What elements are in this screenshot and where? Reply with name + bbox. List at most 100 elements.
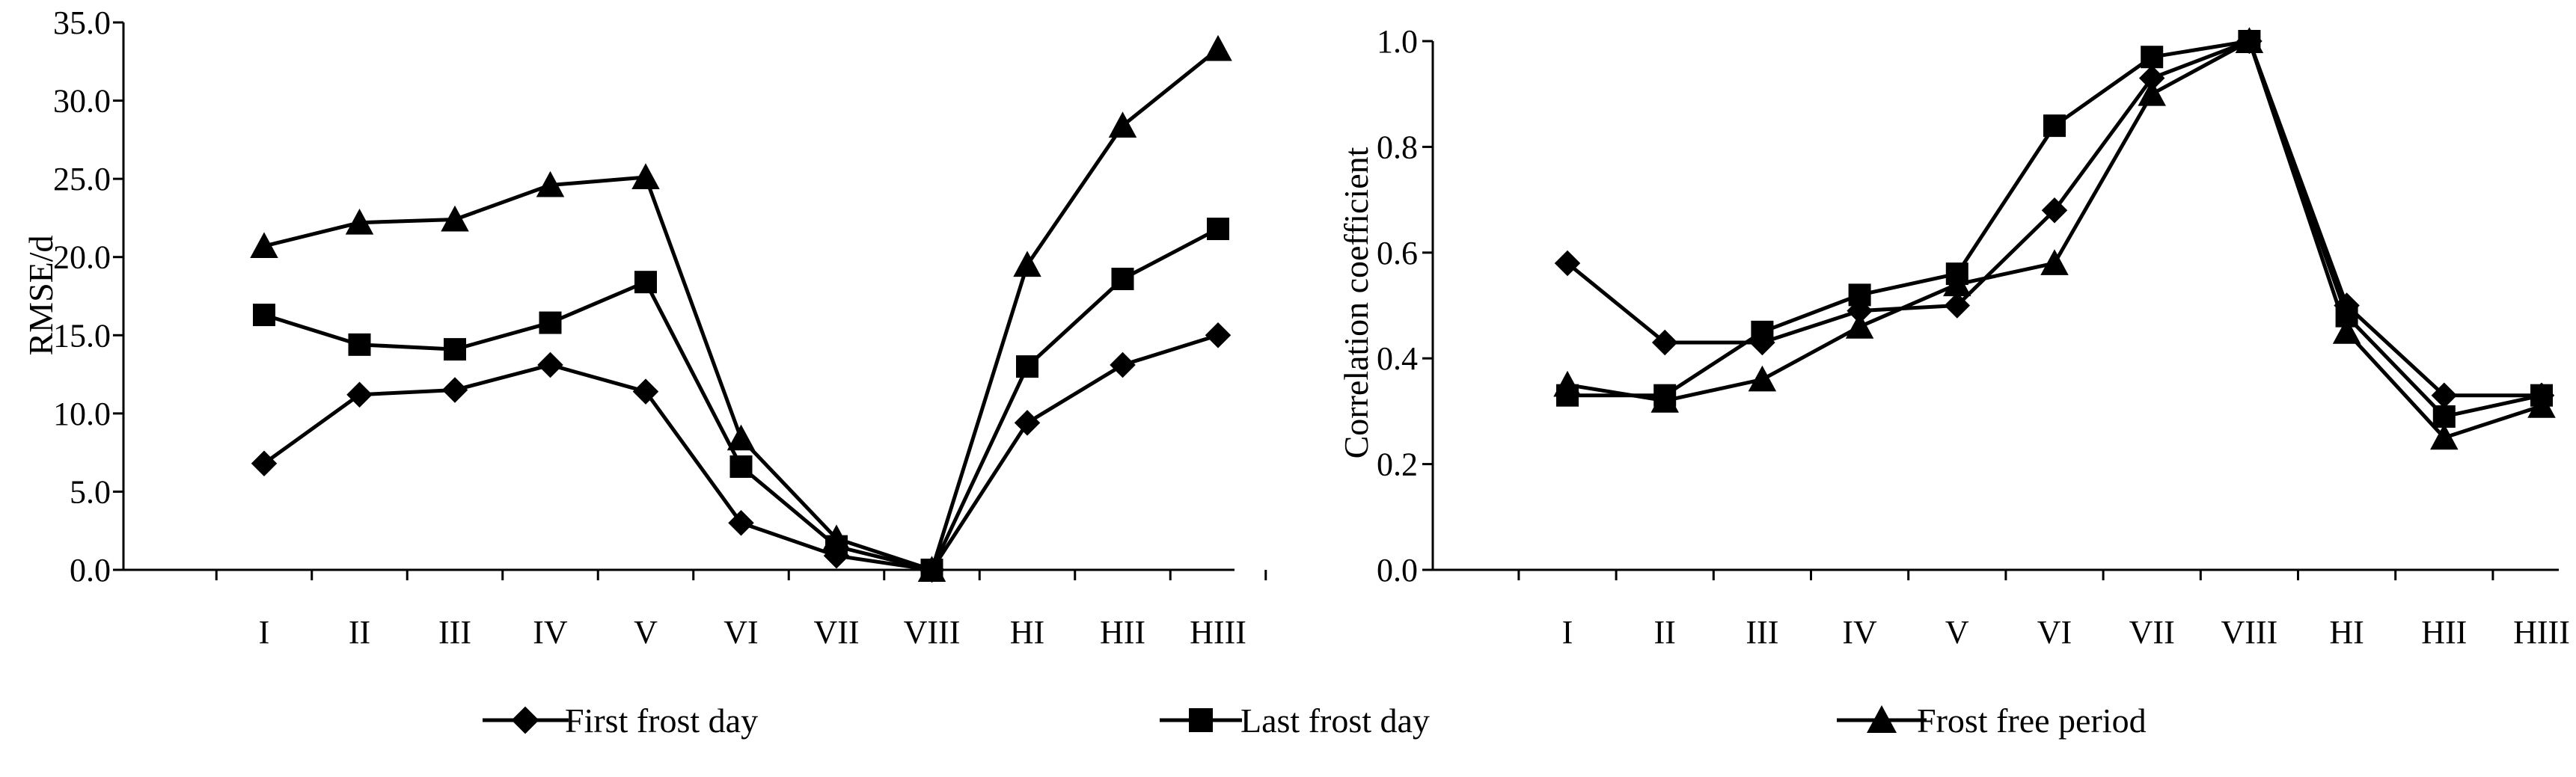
data-point-frost-free-period (536, 171, 565, 197)
x-tick-label: VI (723, 614, 758, 651)
data-point-frost-free-period (726, 424, 756, 451)
x-tick-label: HIII (1190, 614, 1246, 651)
data-point-last-frost-day (2141, 46, 2164, 69)
x-tick-label: V (634, 614, 658, 651)
x-tick-label: HI (2329, 614, 2364, 651)
legend-entry-first-frost-day: First frost day (483, 701, 758, 740)
y-tick-label: 0.8 (1377, 129, 1418, 165)
series-line-frost-free-period (1567, 39, 2542, 440)
y-tick-label: 0.0 (70, 552, 111, 589)
y-tick-label: 0.4 (1377, 340, 1418, 377)
y-tick-label: 0.2 (1377, 446, 1418, 483)
y-tick-label: 20.0 (53, 239, 111, 276)
data-point-last-frost-day (729, 455, 753, 478)
data-point-last-frost-day (1111, 267, 1134, 290)
correlation-chart: Correlation coefficient 0.0 0.2 0.4 0.6 0.8 1… (1337, 23, 2570, 651)
data-point-last-frost-day (1207, 218, 1229, 241)
data-point-last-frost-day (1751, 320, 1774, 343)
y-tick-label: 5.0 (70, 473, 111, 510)
y-tick-label: 25.0 (53, 161, 111, 197)
x-tick-label: HII (1100, 614, 1145, 651)
x-tick-label: V (1945, 614, 1969, 651)
y-tick-label: 15.0 (53, 317, 111, 354)
data-point-first-frost-day (1205, 322, 1232, 348)
data-point-frost-free-period (2332, 318, 2361, 344)
data-point-frost-free-period (2527, 392, 2556, 418)
x-tick-label: III (1746, 614, 1778, 651)
data-point-last-frost-day (2043, 114, 2066, 138)
data-point-frost-free-period (917, 556, 946, 582)
y-tick-label: 30.0 (53, 83, 111, 120)
legend-label: Frost free period (1917, 701, 2147, 740)
data-point-frost-free-period (1748, 365, 1777, 392)
x-tick-label: VIII (2221, 614, 2278, 651)
legend-label: First frost day (565, 701, 758, 740)
y-axis-label: RMSE/d (22, 235, 60, 355)
data-point-frost-free-period (1650, 387, 1679, 413)
data-point-frost-free-period (1845, 313, 1874, 339)
x-tick-label: VII (813, 614, 859, 651)
data-point-frost-free-period (441, 205, 469, 232)
data-point-first-frost-day (632, 378, 659, 405)
data-point-last-frost-day (539, 311, 562, 334)
data-point-first-frost-day (251, 450, 278, 477)
legend-marker-square (1189, 708, 1213, 732)
y-tick-label: 1.0 (1377, 23, 1418, 60)
x-tick-label: IV (533, 614, 568, 651)
data-point-first-frost-day (1110, 351, 1136, 378)
x-tick-label: VI (2037, 614, 2072, 651)
data-point-first-frost-day (2431, 382, 2458, 408)
x-tick-label: HII (2421, 614, 2467, 651)
x-tick-label: IV (1842, 614, 1877, 651)
data-point-first-frost-day (1651, 329, 1678, 356)
data-point-frost-free-period (1943, 270, 1971, 297)
data-point-frost-free-period (2235, 27, 2264, 53)
series-line-frost-free-period (263, 47, 1220, 572)
x-tick-label: I (1562, 614, 1573, 651)
data-point-frost-free-period (1204, 34, 1232, 61)
data-point-first-frost-day (1554, 250, 1581, 277)
data-point-first-frost-day (2138, 65, 2165, 91)
data-point-frost-free-period (1108, 111, 1137, 138)
legend-marker-triangle (1867, 705, 1897, 733)
data-point-frost-free-period (2138, 79, 2166, 106)
data-point-last-frost-day (1848, 283, 1871, 307)
x-tick-label: II (1654, 614, 1676, 651)
data-point-first-frost-day (2041, 197, 2068, 224)
data-point-last-frost-day (253, 304, 275, 327)
y-tick-label: 0.6 (1377, 235, 1418, 271)
data-point-first-frost-day (441, 377, 468, 403)
data-point-frost-free-period (2430, 423, 2459, 450)
data-point-frost-free-period (1553, 370, 1582, 397)
x-tick-label: I (259, 614, 270, 651)
data-point-frost-free-period (822, 524, 851, 551)
data-point-last-frost-day (634, 271, 657, 294)
y-tick-label: 10.0 (53, 396, 111, 432)
legend-label: Last frost day (1240, 701, 1430, 740)
y-tick-label: 35.0 (53, 4, 111, 41)
x-tick-label: III (438, 614, 471, 651)
data-point-last-frost-day (444, 338, 466, 361)
x-tick-label: VII (2129, 614, 2175, 651)
y-axis-label: Correlation coefficient (1337, 147, 1375, 458)
data-point-frost-free-period (250, 232, 278, 259)
data-point-first-frost-day (728, 510, 754, 536)
data-point-frost-free-period (345, 208, 374, 235)
x-tick-label: HIII (2513, 614, 2570, 651)
data-point-first-frost-day (1014, 410, 1041, 436)
legend: First frost day Last frost day Frost fre… (483, 701, 2147, 740)
data-point-first-frost-day (537, 351, 563, 378)
x-tick-label: HI (1010, 614, 1044, 651)
data-point-first-frost-day (1944, 292, 1971, 319)
rmse-chart: RMSE/d 0.05.010.015.020.025.030.035.0I II… (22, 4, 1267, 651)
data-point-frost-free-period (1013, 251, 1041, 277)
x-tick-label: II (349, 614, 370, 651)
x-tick-label: VIII (904, 614, 961, 651)
series-line-last-frost-day (1567, 39, 2542, 419)
legend-marker-diamond (511, 706, 539, 734)
y-tick-label: 0.0 (1377, 552, 1418, 589)
data-point-last-frost-day (1016, 355, 1038, 378)
data-point-frost-free-period (2040, 249, 2069, 275)
data-point-frost-free-period (631, 163, 660, 189)
